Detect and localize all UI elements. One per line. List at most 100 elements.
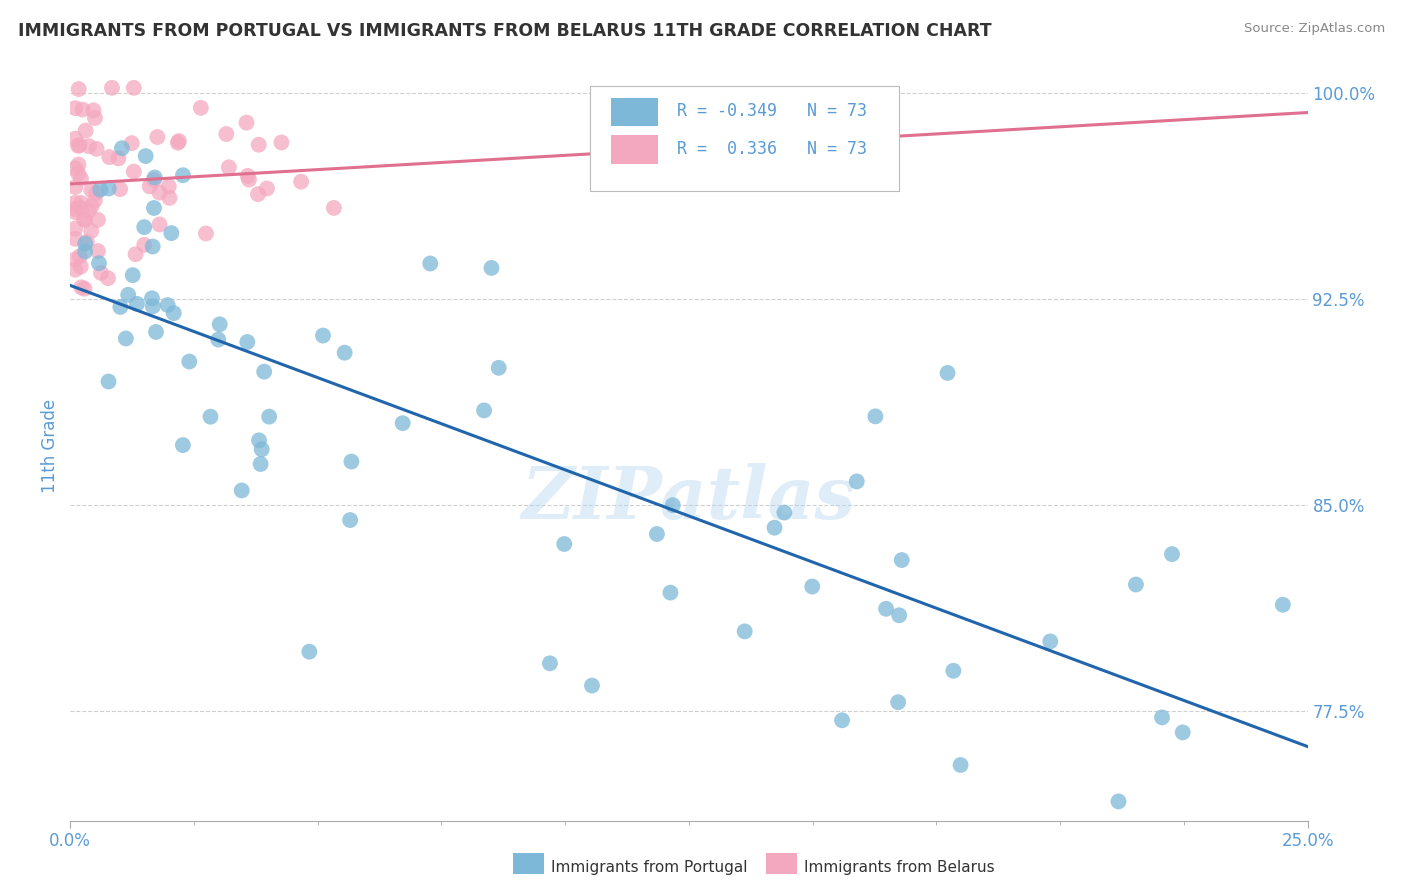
Point: [98, 150, 121, 164]
Point: [101, 80, 124, 95]
Text: Immigrants from Belarus: Immigrants from Belarus: [804, 860, 995, 874]
Point: [67, 158, 90, 172]
Bar: [612, 135, 658, 163]
Point: [142, 173, 165, 187]
Point: [142, 239, 165, 253]
Point: [110, 300, 132, 314]
Point: [80, 199, 103, 213]
Point: [322, 201, 344, 215]
Point: [1108, 794, 1130, 808]
Point: [83, 194, 105, 208]
Point: [65, 195, 87, 210]
Point: [117, 288, 139, 302]
Point: [290, 175, 312, 189]
Point: [949, 758, 972, 772]
Text: Source: ZipAtlas.com: Source: ZipAtlas.com: [1244, 22, 1385, 36]
Point: [208, 318, 231, 332]
Point: [97, 375, 120, 389]
Point: [73, 212, 96, 227]
Point: [146, 130, 169, 145]
Point: [167, 134, 190, 148]
Point: [122, 80, 145, 95]
FancyBboxPatch shape: [591, 87, 900, 191]
Point: [734, 624, 756, 639]
Point: [125, 297, 148, 311]
Point: [70, 171, 93, 186]
Point: [890, 553, 912, 567]
Point: [472, 403, 495, 417]
Point: [67, 82, 90, 96]
Point: [70, 201, 93, 215]
Point: [1271, 598, 1294, 612]
Point: [256, 181, 278, 195]
Point: [1125, 577, 1147, 591]
Point: [235, 115, 257, 129]
Point: [238, 172, 260, 186]
Point: [87, 212, 110, 227]
Point: [65, 131, 87, 145]
Point: [142, 299, 165, 313]
Point: [65, 202, 87, 216]
Point: [75, 236, 97, 251]
Point: [75, 244, 97, 259]
Point: [215, 127, 238, 141]
Point: [65, 262, 87, 277]
Point: [70, 280, 93, 294]
Point: [80, 183, 103, 197]
Point: [65, 221, 87, 235]
Point: [218, 161, 240, 175]
Point: [333, 345, 356, 359]
Point: [936, 366, 959, 380]
Point: [134, 237, 156, 252]
Bar: [612, 97, 658, 126]
Point: [247, 434, 270, 448]
Point: [236, 169, 259, 183]
Point: [391, 416, 413, 430]
Point: [249, 457, 271, 471]
Point: [179, 354, 201, 368]
Point: [84, 186, 107, 200]
Point: [172, 438, 194, 452]
Point: [236, 334, 259, 349]
Point: [253, 365, 276, 379]
Point: [250, 442, 273, 457]
Point: [135, 149, 157, 163]
Point: [148, 186, 170, 200]
Point: [77, 139, 100, 153]
Point: [207, 333, 229, 347]
Point: [172, 168, 194, 182]
Point: [662, 498, 685, 512]
Point: [831, 714, 853, 728]
Point: [773, 506, 796, 520]
Point: [340, 454, 363, 468]
Point: [231, 483, 253, 498]
Text: IMMIGRANTS FROM PORTUGAL VS IMMIGRANTS FROM BELARUS 11TH GRADE CORRELATION CHART: IMMIGRANTS FROM PORTUGAL VS IMMIGRANTS F…: [18, 22, 991, 40]
Point: [75, 123, 97, 137]
Point: [65, 232, 87, 246]
Point: [122, 164, 145, 178]
Point: [82, 103, 104, 118]
Point: [942, 664, 965, 678]
Point: [138, 179, 160, 194]
Point: [157, 179, 180, 194]
Point: [115, 331, 138, 345]
Point: [121, 136, 143, 150]
Point: [76, 235, 98, 249]
Point: [887, 695, 910, 709]
Point: [845, 475, 868, 489]
Point: [143, 201, 166, 215]
Point: [200, 409, 222, 424]
Point: [257, 409, 280, 424]
Point: [1150, 710, 1173, 724]
Point: [194, 227, 217, 241]
Point: [488, 360, 510, 375]
Point: [67, 167, 90, 181]
Point: [159, 191, 181, 205]
Point: [121, 268, 143, 282]
Point: [246, 187, 269, 202]
Point: [801, 580, 824, 594]
Point: [645, 527, 668, 541]
Point: [160, 226, 183, 240]
Point: [124, 247, 146, 261]
Point: [97, 181, 120, 195]
